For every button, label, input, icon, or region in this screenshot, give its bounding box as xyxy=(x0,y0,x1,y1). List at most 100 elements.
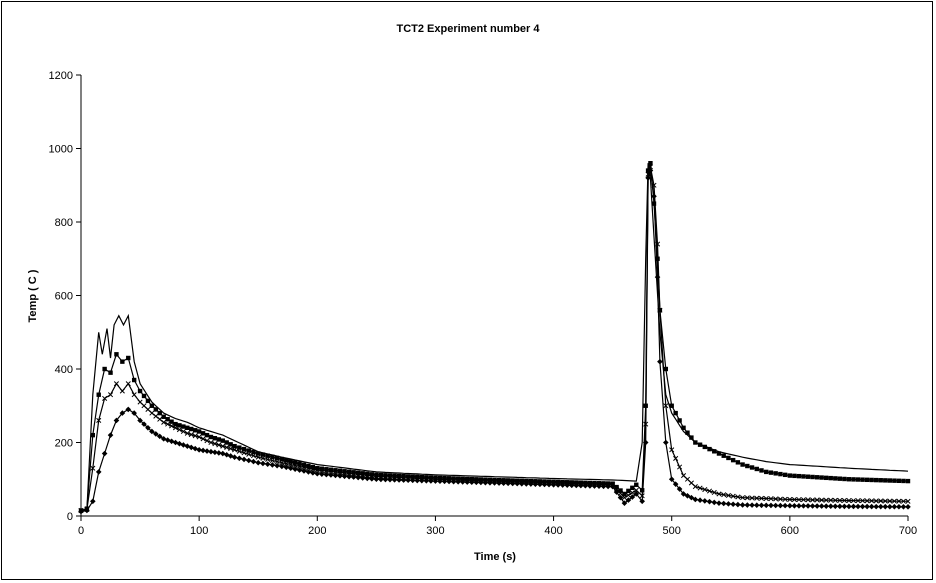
x-tick-label: 0 xyxy=(78,525,84,537)
data-point-diamond xyxy=(287,465,294,472)
data-point-diamond xyxy=(473,479,480,486)
data-point-diamond xyxy=(720,500,727,507)
data-point-x xyxy=(647,164,654,170)
data-point-diamond xyxy=(441,478,448,485)
data-point-x xyxy=(172,425,179,431)
data-point-diamond xyxy=(605,483,611,490)
data-point-x xyxy=(758,495,765,501)
data-point-square xyxy=(837,476,843,481)
data-point-diamond xyxy=(188,444,195,451)
data-point-square xyxy=(685,430,690,435)
data-point-square xyxy=(297,461,302,466)
data-point-diamond xyxy=(450,478,457,485)
data-point-square xyxy=(801,474,806,479)
data-point-diamond xyxy=(859,503,866,510)
data-point-diamond xyxy=(651,193,657,200)
data-point-diamond xyxy=(491,480,498,486)
data-point-square xyxy=(622,491,627,497)
data-point-x xyxy=(891,498,897,504)
data-point-square xyxy=(630,485,635,491)
data-point-diamond xyxy=(855,503,861,510)
data-point-diamond xyxy=(176,440,183,447)
data-point-x xyxy=(369,473,375,479)
data-point-square xyxy=(437,475,443,481)
data-point-diamond xyxy=(568,482,575,489)
data-point-diamond xyxy=(647,167,654,174)
plot-area xyxy=(78,161,911,515)
data-point-x xyxy=(669,447,675,453)
data-point-x xyxy=(314,467,320,473)
data-point-diamond xyxy=(500,480,507,487)
data-point-diamond xyxy=(809,503,816,509)
data-point-square xyxy=(773,471,778,476)
data-point-square xyxy=(246,448,251,453)
data-point-x xyxy=(283,461,289,467)
data-point-diamond xyxy=(369,476,375,482)
data-point-square xyxy=(177,423,182,428)
data-point-x xyxy=(855,498,861,504)
data-point-diamond xyxy=(396,477,402,483)
data-point-square xyxy=(501,478,506,483)
data-point-x xyxy=(692,484,698,490)
data-point-square xyxy=(883,478,888,483)
data-point-diamond xyxy=(629,494,636,500)
data-point-x xyxy=(749,495,755,501)
data-point-square xyxy=(279,456,285,462)
data-point-square xyxy=(137,388,143,394)
data-point-diamond xyxy=(350,474,357,480)
y-tick-label: 600 xyxy=(55,291,73,303)
data-point-x xyxy=(688,480,694,486)
data-point-x xyxy=(137,399,143,405)
data-point-x xyxy=(832,497,838,503)
data-point-diamond xyxy=(314,470,321,477)
data-point-diamond xyxy=(245,457,252,464)
data-point-square xyxy=(274,455,280,461)
series-line xyxy=(80,163,909,512)
data-point-square xyxy=(145,398,151,404)
data-point-diamond xyxy=(739,502,746,508)
data-point-square xyxy=(346,469,352,474)
data-point-x xyxy=(145,406,151,412)
data-point-square xyxy=(846,477,852,482)
data-point-x xyxy=(837,497,843,503)
data-point-x xyxy=(176,427,183,433)
data-point-diamond xyxy=(125,406,132,413)
data-point-diamond xyxy=(692,496,699,503)
data-point-x xyxy=(220,443,226,449)
data-point-square xyxy=(306,463,311,469)
data-point-x xyxy=(250,453,257,459)
data-point-diamond xyxy=(409,477,416,484)
data-point-square xyxy=(510,478,515,483)
data-point-x xyxy=(255,454,261,460)
data-point-square xyxy=(778,471,783,477)
data-point-square xyxy=(896,478,902,484)
series-3 xyxy=(78,164,911,514)
data-point-x xyxy=(265,456,271,462)
data-point-diamond xyxy=(405,477,411,484)
series-4 xyxy=(78,167,911,515)
data-point-square xyxy=(626,488,631,494)
data-point-x xyxy=(850,498,857,504)
data-point-diamond xyxy=(701,498,708,504)
data-point-x xyxy=(292,462,298,469)
data-point-square xyxy=(284,457,289,463)
data-point-diamond xyxy=(255,459,262,466)
y-axis-title: Temp ( C ) xyxy=(27,269,39,322)
data-point-diamond xyxy=(328,472,334,478)
data-point-square xyxy=(759,468,764,473)
data-point-square xyxy=(689,435,694,440)
data-point-x xyxy=(735,494,741,500)
data-point-diamond xyxy=(496,480,502,486)
data-point-square xyxy=(792,473,797,479)
data-point-x xyxy=(180,428,186,435)
data-point-square xyxy=(814,475,820,480)
y-tick-label: 200 xyxy=(55,438,73,450)
data-point-square xyxy=(583,480,588,486)
data-point-diamond xyxy=(800,503,807,509)
data-point-diamond xyxy=(564,482,571,488)
data-point-diamond xyxy=(818,503,825,509)
data-point-x xyxy=(878,498,884,504)
data-point-x xyxy=(301,464,307,470)
data-point-square xyxy=(735,460,741,465)
data-point-diamond xyxy=(212,449,218,456)
